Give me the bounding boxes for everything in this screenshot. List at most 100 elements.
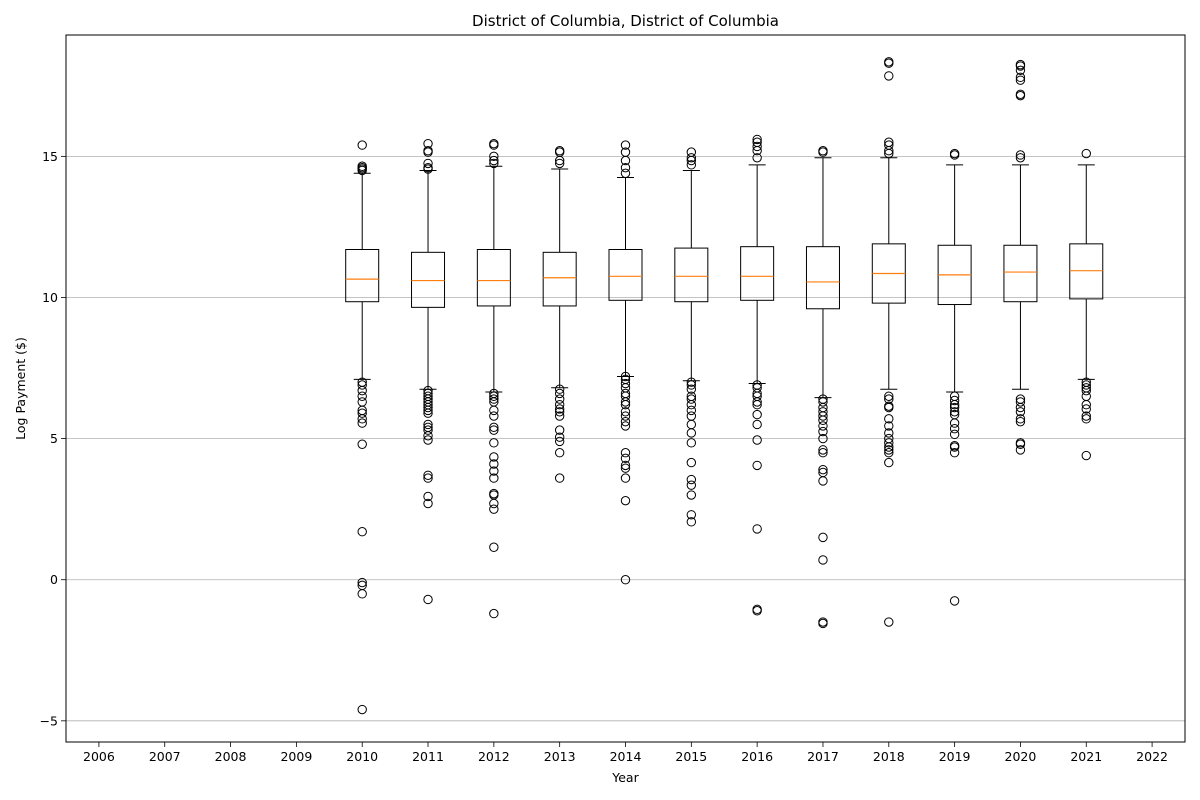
outlier-point	[1015, 402, 1026, 413]
outlier-point	[620, 400, 631, 410]
outlier-point	[423, 491, 433, 502]
iqr-box	[608, 248, 643, 301]
outlier-point	[884, 445, 894, 455]
outlier-point	[949, 418, 960, 428]
outlier-point	[620, 575, 631, 585]
outlier-point	[686, 153, 697, 163]
y-tick-label: 5	[50, 431, 58, 446]
outlier-point	[949, 448, 960, 458]
outlier-point	[620, 453, 631, 464]
outlier-point	[884, 148, 894, 159]
iqr-box	[411, 251, 446, 308]
outlier-point	[884, 71, 894, 81]
outlier-point	[949, 407, 960, 417]
outlier-point	[620, 168, 631, 178]
x-tick-label: 2020	[1005, 749, 1037, 764]
outlier-point	[686, 377, 697, 387]
outlier-point	[423, 402, 433, 413]
iqr-box	[805, 246, 840, 310]
outlier-point	[818, 426, 828, 437]
iqr-box	[1069, 243, 1104, 300]
outlier-point	[884, 391, 894, 401]
outlier-point	[423, 164, 433, 174]
x-tick-label: 2010	[346, 749, 378, 764]
outlier-point	[818, 415, 828, 425]
outlier-point	[686, 510, 697, 520]
box-2014	[608, 140, 643, 585]
outlier-point	[357, 414, 367, 424]
outlier-point	[818, 421, 828, 431]
iqr-box	[542, 251, 577, 307]
box-2021	[1069, 148, 1104, 461]
outlier-point	[620, 140, 631, 150]
x-tick-label: 2013	[544, 749, 576, 764]
outlier-point	[686, 155, 697, 166]
outlier-point	[357, 439, 367, 449]
outlier-point	[489, 394, 499, 404]
outlier-point	[686, 480, 697, 490]
box-2013	[542, 146, 577, 483]
outlier-point	[686, 457, 697, 468]
y-tick-label: 10	[42, 290, 58, 305]
outlier-point	[423, 435, 433, 445]
outlier-point	[489, 542, 499, 552]
outlier-point	[949, 395, 960, 406]
outlier-point	[686, 428, 697, 438]
outlier-point	[357, 391, 367, 401]
outlier-point	[884, 146, 894, 156]
x-tick-label: 2011	[412, 749, 444, 764]
axes: −5 0 5 10 15 2006 2007 2008 2009 2010 2011 2012 2013…	[40, 149, 1168, 764]
outlier-point	[949, 429, 960, 440]
x-tick-label: 2019	[939, 749, 971, 764]
iqr-box	[740, 246, 775, 301]
outlier-point	[1081, 450, 1091, 461]
outlier-point	[357, 418, 367, 428]
outlier-point	[1081, 411, 1091, 421]
outlier-point	[686, 405, 697, 416]
outlier-point	[423, 405, 433, 416]
outlier-point	[423, 419, 433, 430]
outlier-point	[357, 140, 367, 150]
outlier-point	[423, 408, 433, 418]
outlier-point	[423, 594, 433, 605]
outlier-point	[686, 380, 697, 390]
outlier-point	[423, 158, 433, 169]
outlier-point	[554, 448, 565, 458]
x-tick-label: 2015	[675, 749, 707, 764]
outlier-point	[620, 378, 631, 389]
box-2020	[1003, 59, 1038, 455]
boxes	[345, 57, 1104, 715]
outlier-point	[489, 405, 499, 416]
outlier-point	[489, 411, 499, 421]
outlier-point	[554, 384, 565, 394]
outlier-point	[554, 436, 565, 447]
iqr-box	[1003, 244, 1038, 303]
outlier-point	[554, 394, 565, 404]
outlier-point	[357, 385, 367, 396]
y-tick-label: 15	[42, 149, 58, 164]
outlier-point	[752, 141, 762, 152]
outlier-point	[620, 155, 631, 166]
outlier-point	[1015, 65, 1026, 75]
outlier-point	[357, 704, 367, 715]
outlier-point	[489, 459, 499, 469]
outlier-point	[554, 400, 565, 410]
outlier-point	[423, 498, 433, 509]
outlier-point	[1081, 404, 1091, 414]
outlier-point	[1015, 72, 1026, 83]
outlier-point	[686, 474, 697, 485]
iqr-box	[674, 247, 709, 303]
outlier-point	[686, 490, 697, 500]
outlier-point	[752, 409, 762, 420]
outlier-point	[1081, 414, 1091, 424]
outlier-point	[884, 442, 894, 452]
outlier-point	[620, 460, 631, 471]
outlier-point	[357, 589, 367, 599]
outlier-point	[489, 422, 499, 433]
outlier-point	[752, 400, 762, 410]
outlier-point	[884, 457, 894, 468]
x-tick-label: 2006	[83, 749, 115, 764]
outlier-point	[489, 498, 499, 509]
outlier-point	[752, 146, 762, 156]
